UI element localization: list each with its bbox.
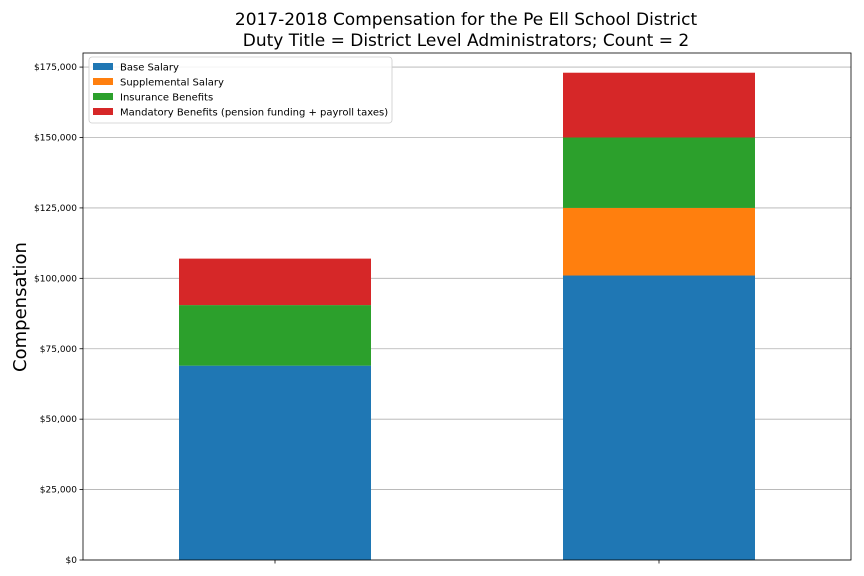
y-tick-label: $150,000 xyxy=(34,134,77,144)
legend-swatch xyxy=(93,78,113,85)
y-tick-label: $125,000 xyxy=(34,204,77,214)
bar-segment xyxy=(563,207,755,276)
bar-segment xyxy=(563,137,755,208)
bars xyxy=(179,72,755,560)
y-tick-label: $25,000 xyxy=(40,486,77,496)
legend-swatch xyxy=(93,63,113,70)
legend-swatch xyxy=(93,108,113,115)
chart-title-line-1: 2017-2018 Compensation for the Pe Ell Sc… xyxy=(235,10,698,30)
legend-entry: Mandatory Benefits (pension funding + pa… xyxy=(120,108,388,119)
legend-swatch xyxy=(93,93,113,100)
bar-segment xyxy=(563,275,755,560)
x-axis xyxy=(274,560,660,564)
legend-frame xyxy=(88,56,393,124)
legend: Base Salary Supplemental Salary Insurance … xyxy=(88,56,393,124)
bar-segment xyxy=(179,365,371,560)
legend-entry: Insurance Benefits xyxy=(120,93,213,104)
y-axis: $0 $25,000 $50,000 $75,000 $100,000 $125,000 $… xyxy=(34,63,83,566)
y-tick-label: $100,000 xyxy=(34,274,77,284)
y-tick-label: $0 xyxy=(66,556,78,566)
chart-title-line-2: Duty Title = District Level Administrato… xyxy=(243,31,689,51)
legend-entry: Supplemental Salary xyxy=(120,78,224,89)
y-tick-label: $50,000 xyxy=(40,415,77,425)
bar-segment xyxy=(563,72,755,138)
bar-segment xyxy=(179,258,371,306)
y-tick-label: $175,000 xyxy=(34,63,77,73)
legend-entry: Base Salary xyxy=(120,63,179,74)
y-axis-label: Compensation xyxy=(10,242,31,372)
plot-area-frame xyxy=(82,52,852,561)
y-tick-label: $75,000 xyxy=(40,345,77,355)
bar-segment xyxy=(179,305,371,366)
